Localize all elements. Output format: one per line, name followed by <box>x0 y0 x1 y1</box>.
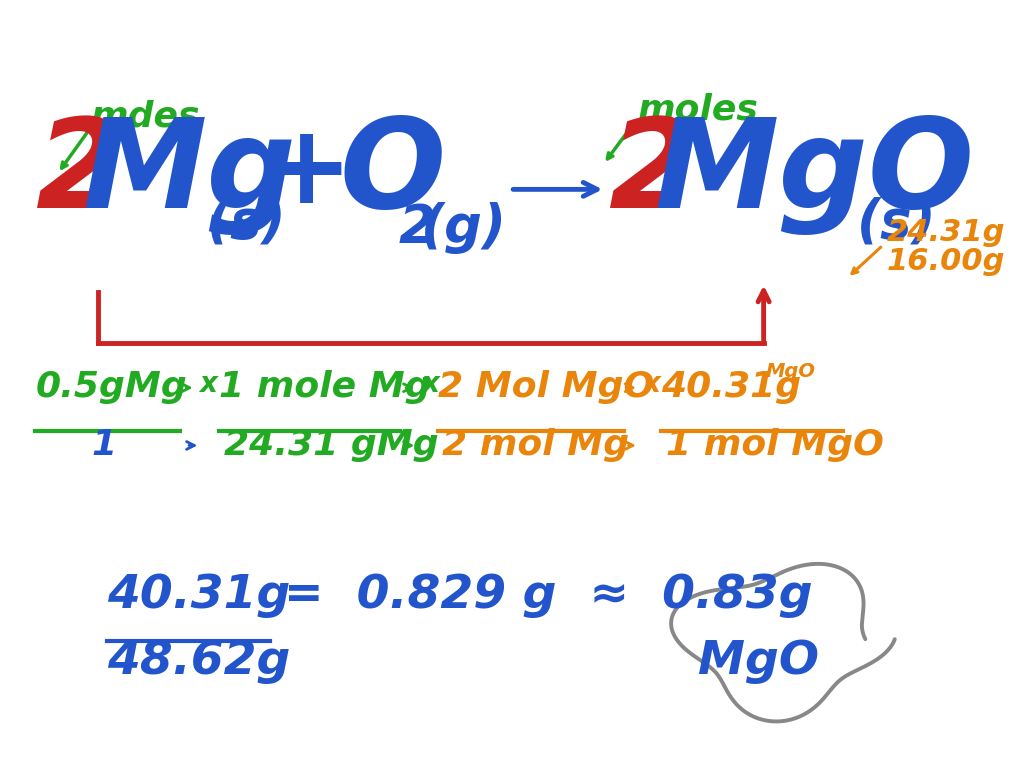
Text: 48.62g: 48.62g <box>108 639 291 684</box>
Text: 0.5gMg: 0.5gMg <box>36 370 187 404</box>
Text: mdes: mdes <box>91 100 201 134</box>
Text: MgO: MgO <box>766 362 815 381</box>
Text: 24.31g: 24.31g <box>887 217 1005 247</box>
Text: (s): (s) <box>207 197 287 249</box>
Text: 1 mol MgO: 1 mol MgO <box>666 428 884 462</box>
Text: x: x <box>643 370 660 399</box>
Text: 40.31g: 40.31g <box>662 370 802 404</box>
Text: 2: 2 <box>36 113 123 234</box>
Text: MgO: MgO <box>698 639 819 684</box>
Text: 2 mol Mg: 2 mol Mg <box>442 428 630 462</box>
Text: +: + <box>259 119 352 227</box>
Text: MgO: MgO <box>654 114 975 235</box>
Text: 1: 1 <box>91 428 117 462</box>
Text: x: x <box>421 370 439 399</box>
Text: moles: moles <box>638 92 759 127</box>
Text: 40.31g: 40.31g <box>108 574 291 618</box>
Text: (g): (g) <box>421 203 507 254</box>
Text: =  0.829 g  ≈  0.83g: = 0.829 g ≈ 0.83g <box>284 574 813 618</box>
Text: O: O <box>340 113 446 234</box>
Text: 2 Mol MgO: 2 Mol MgO <box>437 370 654 404</box>
Text: x: x <box>200 370 217 399</box>
Text: 1 mole Mg: 1 mole Mg <box>219 370 430 404</box>
Text: (s): (s) <box>857 197 936 249</box>
Text: 2: 2 <box>398 203 435 254</box>
Text: 2: 2 <box>608 113 695 234</box>
Text: 16.00g: 16.00g <box>887 247 1005 276</box>
Text: Mg: Mg <box>82 114 296 235</box>
Text: 24.31 gMg: 24.31 gMg <box>223 428 438 462</box>
